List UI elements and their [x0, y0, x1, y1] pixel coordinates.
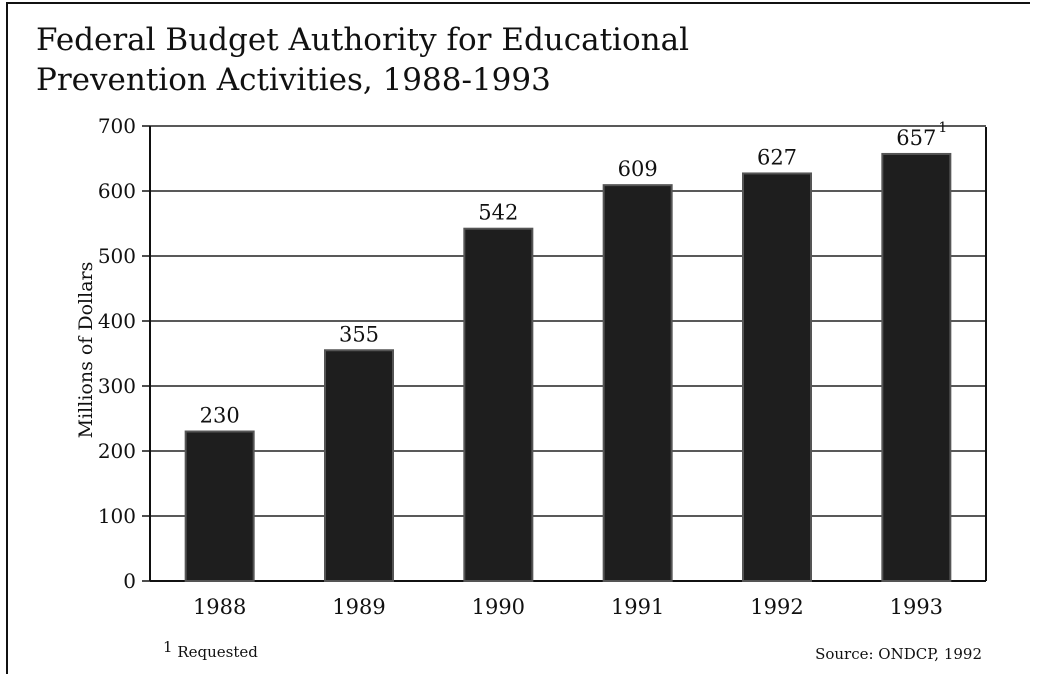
y-tick-label: 200: [98, 439, 136, 463]
y-tick-label: 100: [98, 504, 136, 528]
x-tick-label: 1989: [332, 595, 385, 619]
y-tick-label: 500: [98, 244, 136, 268]
y-tick-label: 600: [98, 179, 136, 203]
bar: [184, 430, 255, 582]
footnote: 1 Requested: [163, 638, 258, 661]
x-tick-label: 1993: [890, 595, 943, 619]
data-label: 355: [339, 322, 379, 346]
y-tick-label: 400: [98, 309, 136, 333]
data-label: 609: [618, 157, 658, 181]
data-label: 230: [200, 404, 240, 428]
chart-title-line-2: Prevention Activities, 1988-1993: [36, 62, 551, 98]
bar: [881, 152, 952, 582]
bar: [324, 349, 394, 582]
bar: [602, 184, 673, 582]
footnote-marker: 1: [163, 638, 173, 656]
y-tick-label: 300: [98, 374, 136, 398]
chart-title: Federal Budget Authority for Educational…: [36, 20, 936, 100]
x-tick-label: 1991: [611, 595, 664, 619]
data-label: 542: [478, 201, 518, 225]
x-tick-label: 1990: [472, 595, 525, 619]
bar: [463, 227, 534, 582]
data-label: 657: [896, 126, 936, 150]
footnote-marker-annotation: 1: [938, 120, 947, 136]
y-tick-label: 0: [123, 569, 136, 593]
source-note: Source: ONDCP, 1992: [815, 645, 982, 663]
x-tick-label: 1988: [193, 595, 246, 619]
y-tick-label: 700: [98, 114, 136, 138]
x-tick-label: 1992: [750, 595, 803, 619]
bar: [742, 172, 812, 582]
data-label: 627: [757, 145, 797, 169]
chart-title-line-1: Federal Budget Authority for Educational: [36, 22, 689, 58]
footnote-text: Requested: [177, 643, 258, 661]
